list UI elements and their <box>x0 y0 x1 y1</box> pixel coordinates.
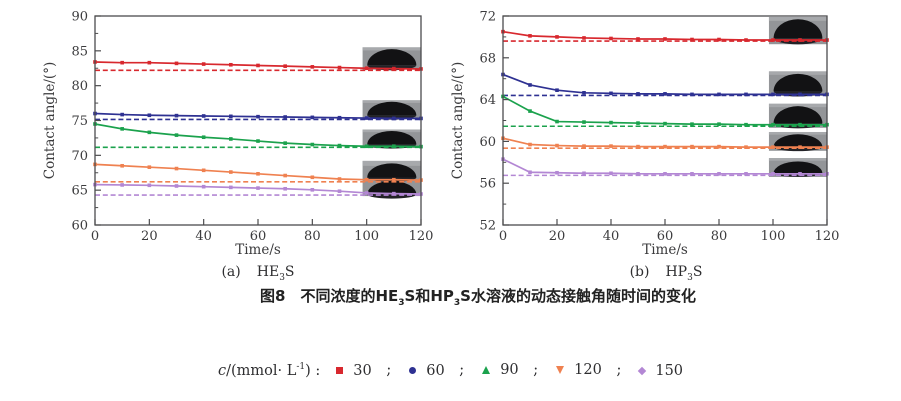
y-tick-label: 52 <box>479 219 496 234</box>
circle-marker-icon <box>409 367 417 374</box>
x-tick-label: 40 <box>603 229 620 244</box>
y-tick-label: 64 <box>479 93 496 108</box>
x-tick-label: 60 <box>657 229 674 244</box>
y-tick-label: 90 <box>71 10 88 25</box>
x-tick-label: 20 <box>549 229 566 244</box>
x-tick-label: 20 <box>141 229 158 244</box>
y-tick-label: 70 <box>71 149 88 164</box>
chart-panel-b: 52 56 60 64 68 72 0 20 40 60 80 100 120 Time/s Contact… <box>450 10 839 259</box>
legend-item-60: 60 <box>393 362 445 379</box>
subcaption-b: (b) HP3S <box>503 264 829 283</box>
subcaption-a: (a) HE3S <box>95 264 421 283</box>
y-tick-label: 60 <box>71 219 88 234</box>
y-tick-label: 68 <box>479 51 496 66</box>
panel-a-formula: HE3S <box>256 264 295 283</box>
legend-value: 30 <box>353 362 372 379</box>
legend-item-120: 120 <box>540 362 602 378</box>
legend-separator: ; <box>528 362 539 378</box>
y-tick-label: 65 <box>71 184 88 199</box>
legend-item-150: 150 <box>623 363 683 379</box>
droplet-inset <box>768 103 827 129</box>
droplet-inset <box>362 100 421 120</box>
droplet-photo <box>773 73 823 92</box>
y-tick-label: 80 <box>71 79 88 94</box>
y-tick-label: 60 <box>479 135 496 150</box>
legend-item-30: 30 <box>320 362 372 379</box>
legend-value: 60 <box>426 362 445 379</box>
diamond-marker-icon <box>638 366 647 376</box>
droplet-photo <box>367 131 417 145</box>
legend-items: 30 ; 60 ; 90 ; 120 ; 150 <box>320 362 683 379</box>
legend-item-90: 90 <box>466 362 519 378</box>
droplet-photo <box>367 101 417 116</box>
x-tick-label: 0 <box>91 229 99 244</box>
x-tick-label: 100 <box>354 229 379 244</box>
x-tick-label: 80 <box>711 229 728 244</box>
series-30 <box>501 29 829 42</box>
droplet-photo <box>773 161 823 174</box>
panel-b-formula: HP3S <box>665 264 703 283</box>
y-axis-title: Contact angle/(°) <box>42 62 58 179</box>
panel-b-index: (b) <box>629 264 650 280</box>
droplet-inset <box>768 71 827 97</box>
x-axis-title: Time/s <box>642 242 688 258</box>
droplet-photo <box>367 163 417 178</box>
legend-separator: ; <box>454 362 465 378</box>
square-marker-icon <box>336 367 344 374</box>
x-tick-label: 80 <box>304 229 321 244</box>
droplet-photo <box>773 19 823 39</box>
y-tick-label: 56 <box>479 177 496 192</box>
x-tick-label: 100 <box>761 229 786 244</box>
series-120 <box>93 162 423 182</box>
x-tick-label: 120 <box>409 229 434 244</box>
droplet-photo <box>367 49 417 66</box>
legend-value: 90 <box>500 362 519 378</box>
y-tick-label: 72 <box>479 10 496 25</box>
chart-panel-a: 60 65 70 75 80 85 90 0 20 40 60 80 100 120 Time/s Conta… <box>42 10 433 259</box>
y-axis-title: Contact angle/(°) <box>450 62 466 179</box>
legend-value: 120 <box>574 362 602 378</box>
x-axis-title: Time/s <box>235 242 281 258</box>
legend-separator: ; <box>381 362 392 378</box>
droplet-photo <box>773 106 823 124</box>
droplet-photo <box>367 180 417 195</box>
x-tick-label: 0 <box>499 229 507 244</box>
x-tick-label: 40 <box>195 229 212 244</box>
x-tick-label: 60 <box>250 229 267 244</box>
droplet-photo <box>773 134 823 148</box>
legend-value: 150 <box>655 363 684 379</box>
legend-separator: ; <box>611 362 622 378</box>
droplet-inset <box>362 160 421 199</box>
y-tick-label: 75 <box>71 114 88 129</box>
panel-a-index: (a) <box>221 264 241 280</box>
x-tick-label: 120 <box>815 229 840 244</box>
contact-angle-charts: 60 65 70 75 80 85 90 0 20 40 60 80 100 120 Time/s Conta… <box>42 10 839 259</box>
droplet-inset <box>362 47 421 71</box>
triangle-down-marker-icon <box>556 366 565 374</box>
figure-caption: 图8 不同浓度的HE3S和HP3S水溶液的动态接触角随时间的变化 <box>260 287 696 308</box>
legend-title: c/(mmol· L-1) : <box>217 362 321 379</box>
y-tick-label: 85 <box>71 44 88 59</box>
concentration-legend: c/(mmol· L-1) : 30 ; 60 ; 90 ; 120 ; 150 <box>0 362 901 379</box>
triangle-up-marker-icon <box>482 366 491 374</box>
